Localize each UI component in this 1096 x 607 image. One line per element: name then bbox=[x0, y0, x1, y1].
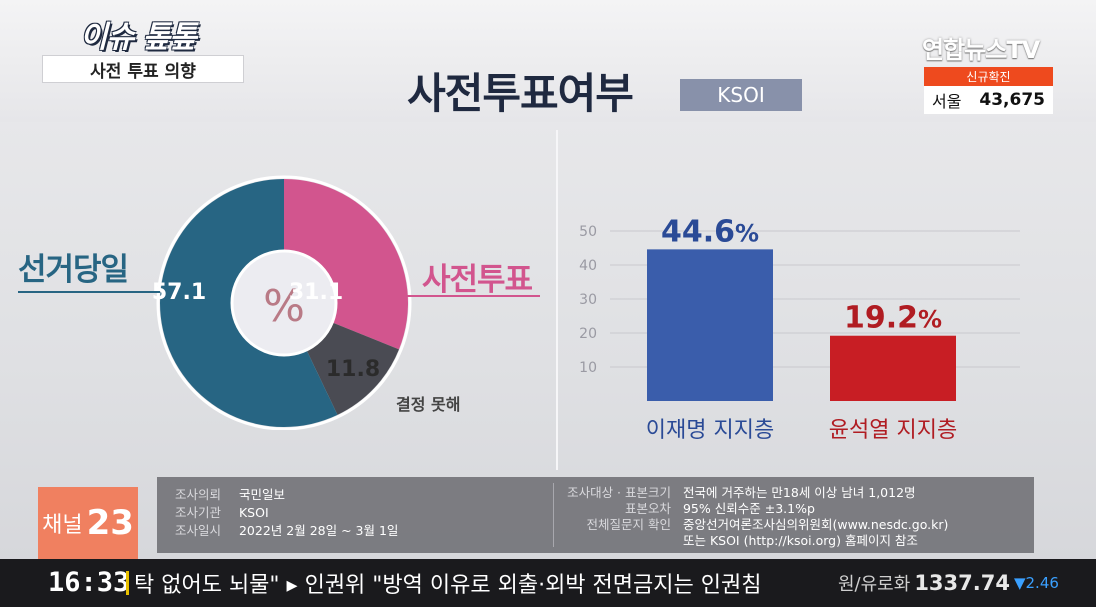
bar-value-label: 44.6% bbox=[661, 214, 759, 249]
info-key: 전체질문지 확인 bbox=[586, 517, 671, 532]
info-value: 95% 신뢰수준 ±3.1%p bbox=[682, 501, 815, 516]
panel-divider bbox=[556, 130, 558, 470]
page-title: 사전투표여부 bbox=[407, 68, 634, 118]
bar-value-number: 44.6 bbox=[661, 214, 735, 249]
source-badge: KSOI bbox=[680, 79, 802, 111]
slice-label-eday: 선거당일 bbox=[18, 252, 129, 288]
info-value: 2022년 2월 28일 ~ 3월 1일 bbox=[238, 523, 399, 538]
y-tick-label: 30 bbox=[579, 292, 597, 308]
bar-value-label: 19.2% bbox=[844, 301, 942, 336]
y-tick-label: 20 bbox=[579, 326, 597, 342]
bar-value-unit: % bbox=[735, 219, 759, 247]
channel-logo: 연합뉴스TV bbox=[922, 36, 1040, 64]
info-row-agency: 조사기관 KSOI bbox=[175, 502, 269, 520]
bar-2 bbox=[830, 335, 956, 401]
bar-value-unit: % bbox=[918, 306, 942, 334]
bar-category-label: 윤석열 지지층 bbox=[829, 418, 957, 443]
slice-value-early: 31.1 bbox=[289, 280, 343, 305]
info-value: 중앙선거여론조사심의위원회(www.nesdc.go.kr) bbox=[682, 517, 949, 532]
segment-logo: 이슈 톺톺 bbox=[80, 12, 210, 56]
info-row-client: 조사의뢰 국민일보 bbox=[175, 484, 285, 502]
donut-chart: % 31.1 11.8 57.1 bbox=[152, 175, 412, 430]
market-value: 1337.74 bbox=[914, 571, 1010, 595]
cases-city: 서울 bbox=[932, 92, 962, 111]
info-value: 또는 KSOI (http://ksoi.org) 홈페이지 참조 bbox=[682, 533, 918, 548]
survey-info-panel: 조사의뢰 국민일보 조사기관 KSOI 조사일시 2022년 2월 28일 ~ … bbox=[157, 477, 1034, 553]
y-tick-label: 50 bbox=[579, 224, 597, 240]
y-tick-label: 40 bbox=[579, 258, 597, 274]
slice-value-eday: 57.1 bbox=[152, 280, 206, 305]
news-ticker: 16:33 탁 없어도 뇌물" ▸ 인권위 "방역 이유로 외출·외박 전면금지… bbox=[0, 559, 1096, 607]
donut-outer-ring bbox=[156, 175, 412, 430]
cases-count: 43,675 bbox=[979, 90, 1045, 110]
bar-chart: 10 20 30 40 50 44.6% 이재명 지지층 19.2% 윤석열 지지층 bbox=[579, 214, 1020, 443]
donut-hole bbox=[230, 249, 338, 357]
cases-box: 서울 43,675 bbox=[924, 86, 1053, 114]
info-value: 전국에 거주하는 만18세 이상 남녀 1,012명 bbox=[682, 485, 916, 500]
info-key: 조사의뢰 bbox=[175, 487, 222, 502]
slice-label-undecided: 결정 못해 bbox=[396, 395, 461, 414]
ticker-headline: 탁 없어도 뇌물" ▸ 인권위 "방역 이유로 외출·외박 전면금지는 인권침 bbox=[134, 573, 762, 598]
ticker-separator bbox=[126, 571, 129, 595]
info-row-questionnaire: 전체질문지 확인 중앙선거여론조사심의위원회(www.nesdc.go.kr) bbox=[561, 514, 949, 532]
y-tick-label: 10 bbox=[579, 360, 597, 376]
info-key: 조사일시 bbox=[175, 523, 222, 538]
slice-leader-early bbox=[400, 295, 540, 297]
info-row-target: 조사대상 · 표본크기 전국에 거주하는 만18세 이상 남녀 1,012명 bbox=[561, 482, 916, 500]
ticker-clock: 16:33 bbox=[48, 566, 130, 598]
channel-badge: 채널 23 bbox=[38, 487, 138, 559]
info-key: 조사기관 bbox=[175, 505, 222, 520]
info-divider bbox=[553, 483, 554, 547]
info-key: 조사대상 · 표본크기 bbox=[567, 485, 671, 500]
info-row-questionnaire-alt: 또는 KSOI (http://ksoi.org) 홈페이지 참조 bbox=[561, 530, 918, 548]
info-key: 표본오차 bbox=[624, 501, 671, 516]
cases-label: 신규확진 bbox=[924, 67, 1053, 86]
bar-grid: 10 20 30 40 50 bbox=[579, 224, 1020, 376]
segment-logo-text: 이슈 톺톺 bbox=[80, 20, 197, 55]
ticker-market: 원/유로화 1337.74 ▼2.46 bbox=[838, 567, 1088, 599]
topic-label: 사전 투표 의향 bbox=[42, 55, 244, 83]
bar-1 bbox=[647, 249, 773, 401]
channel-badge-label: 채널 bbox=[42, 513, 83, 538]
info-row-date: 조사일시 2022년 2월 28일 ~ 3월 1일 bbox=[175, 520, 398, 538]
market-change: ▼2.46 bbox=[1013, 574, 1059, 592]
market-label: 원/유로화 bbox=[838, 574, 911, 595]
bar-value-number: 19.2 bbox=[844, 301, 918, 336]
bar-category-label: 이재명 지지층 bbox=[646, 418, 774, 443]
info-value: 국민일보 bbox=[238, 487, 285, 502]
slice-leader-eday bbox=[18, 291, 160, 293]
donut-center-label: % bbox=[263, 281, 305, 332]
slice-value-undecided: 11.8 bbox=[326, 357, 380, 382]
info-value: KSOI bbox=[238, 505, 269, 520]
info-row-error: 표본오차 95% 신뢰수준 ±3.1%p bbox=[561, 498, 815, 516]
bar-marks: 44.6% 이재명 지지층 19.2% 윤석열 지지층 bbox=[646, 214, 957, 443]
slice-label-early: 사전투표 bbox=[422, 262, 533, 298]
channel-badge-number: 23 bbox=[86, 503, 134, 543]
